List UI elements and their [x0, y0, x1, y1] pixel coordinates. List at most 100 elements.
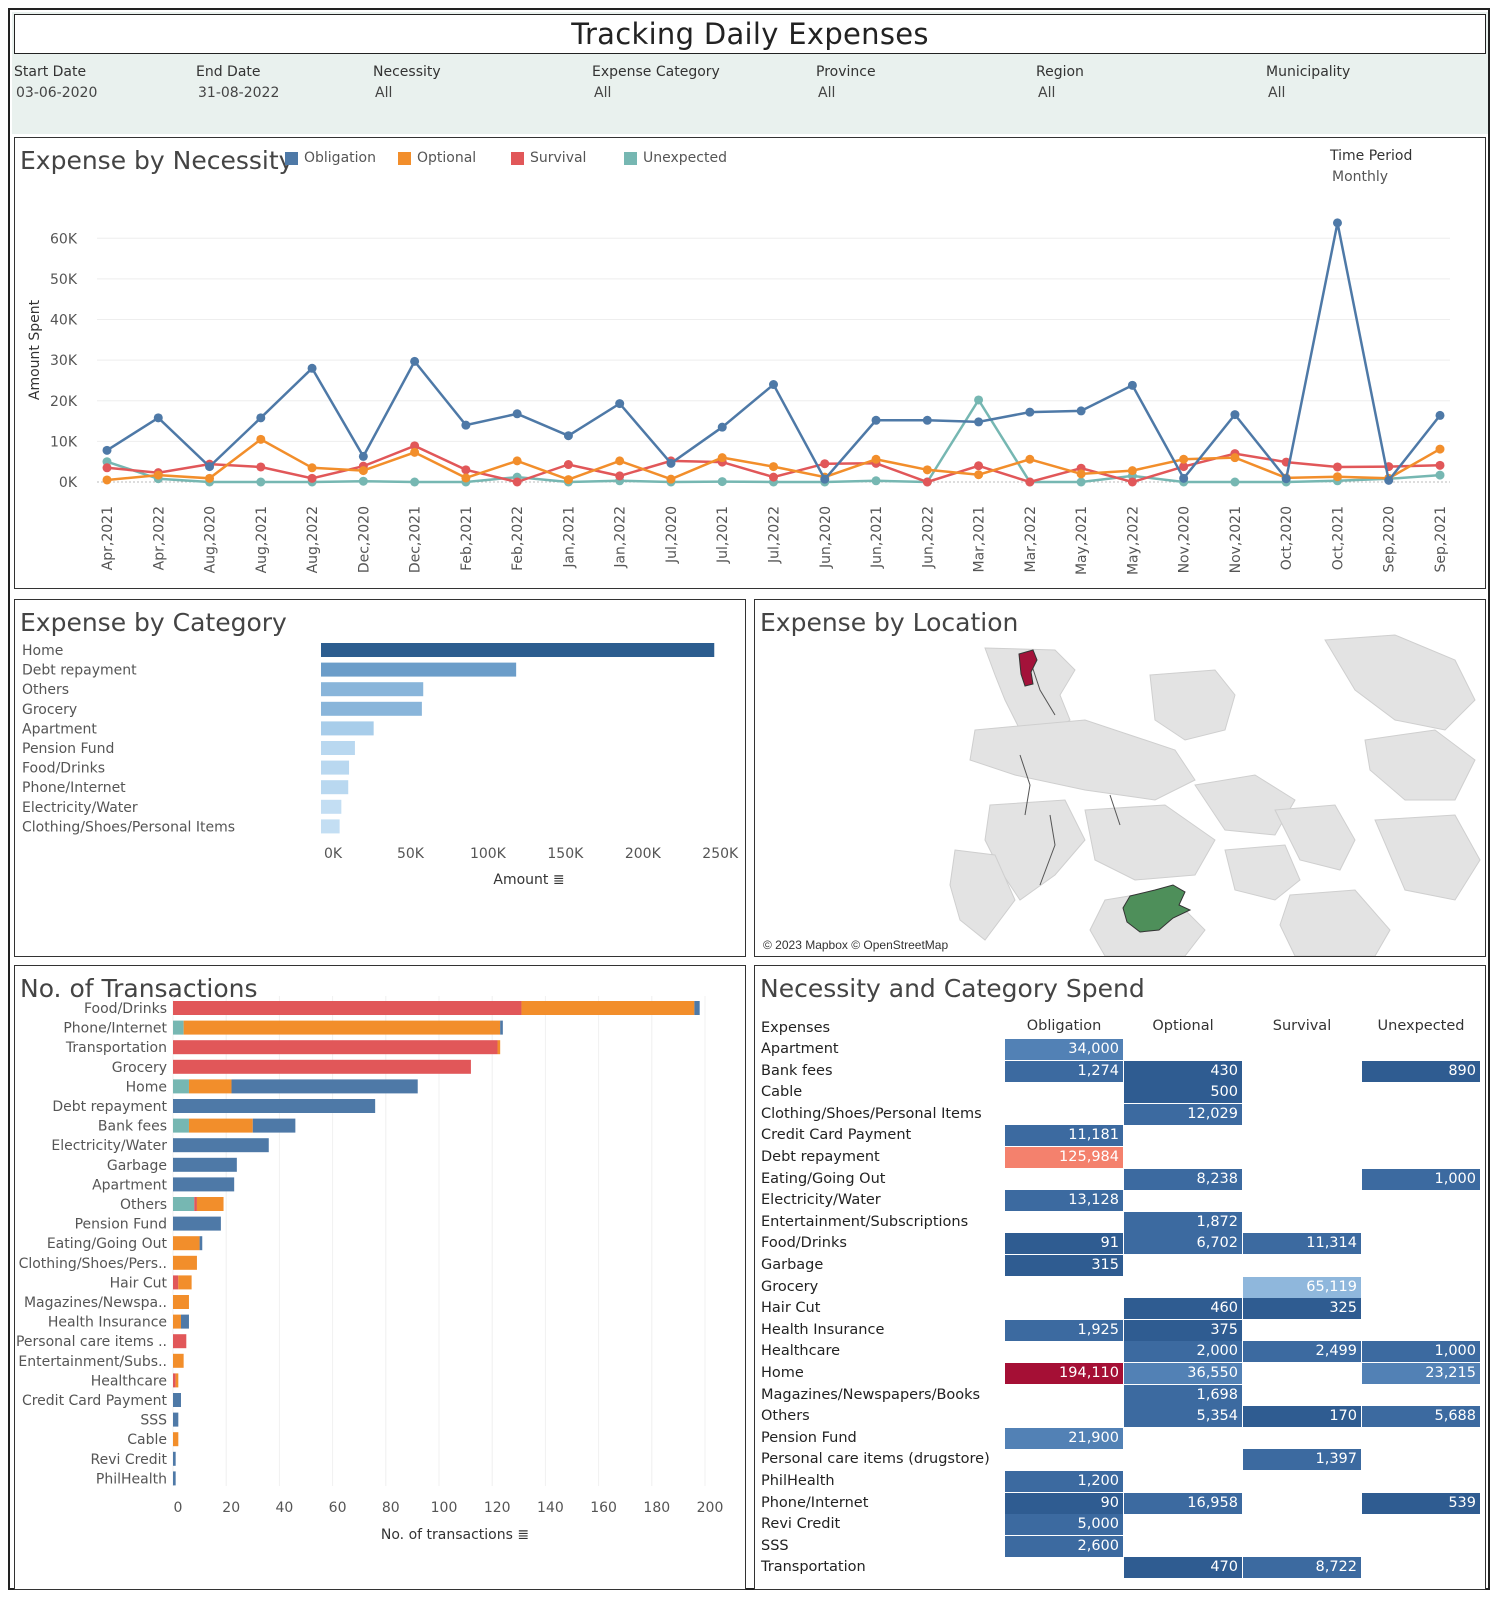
filter-province[interactable]: Province All	[816, 64, 876, 101]
heatmap-cell[interactable]: 2,000	[1124, 1341, 1242, 1363]
filter-value[interactable]: All	[594, 85, 612, 101]
heatmap-cell[interactable]: 11,181	[1005, 1125, 1123, 1147]
category-bar	[321, 662, 517, 677]
filter-value[interactable]: All	[1038, 85, 1056, 101]
heatmap-col-header-survival[interactable]: Survival	[1272, 1018, 1332, 1034]
map-attribution[interactable]: © 2023 Mapbox © OpenStreetMap	[763, 938, 949, 952]
transaction-category-label: Electricity/Water	[51, 1138, 167, 1154]
heatmap-row-label: Phone/Internet	[761, 1494, 869, 1511]
heatmap-cell[interactable]: 460	[1124, 1298, 1242, 1320]
heatmap-cell[interactable]: 34,000	[1005, 1039, 1123, 1060]
heatmap-cell[interactable]: 65,119	[1243, 1276, 1361, 1298]
filter-value[interactable]: All	[375, 85, 393, 101]
heatmap-cell[interactable]: 5,688	[1362, 1406, 1480, 1428]
data-point-unexpected	[1435, 470, 1445, 480]
y-tick-label: 50K	[50, 272, 78, 288]
filter-value[interactable]: 31-08-2022	[198, 85, 280, 101]
heatmap-cell[interactable]: 170	[1243, 1406, 1361, 1428]
heatmap-cell[interactable]: 1,000	[1362, 1168, 1480, 1190]
heatmap-cell[interactable]: 5,354	[1124, 1406, 1242, 1428]
heatmap-col-header-optional[interactable]: Optional	[1152, 1018, 1214, 1034]
category-panel-title: Expense by Category	[20, 608, 287, 637]
map-landmass	[1084, 804, 1216, 881]
heatmap-cell[interactable]: 13,128	[1005, 1190, 1123, 1212]
heatmap-cell[interactable]: 1,000	[1362, 1341, 1480, 1363]
heatmap-cell[interactable]: 2,499	[1243, 1341, 1361, 1363]
data-point-optional	[512, 456, 522, 466]
heatmap-cell[interactable]: 1,200	[1005, 1471, 1123, 1492]
heatmap-cell[interactable]: 91	[1005, 1233, 1123, 1255]
transaction-bar-obligation	[173, 1157, 237, 1172]
heatmap-cell[interactable]: 1,925	[1005, 1319, 1123, 1341]
filter-end-date[interactable]: End Date 31-08-2022	[196, 64, 279, 101]
heatmap-cell[interactable]: 375	[1124, 1319, 1242, 1341]
heatmap-cell[interactable]: 1,397	[1243, 1449, 1361, 1471]
filter-municipality[interactable]: Municipality All	[1266, 64, 1350, 101]
heatmap-cell[interactable]: 194,110	[1005, 1363, 1123, 1384]
filter-necessity[interactable]: Necessity All	[373, 64, 441, 101]
heatmap-cell[interactable]: 1,872	[1124, 1211, 1242, 1233]
legend-item-obligation[interactable]: Obligation	[285, 150, 376, 166]
x-tick-label: Jul,2020	[664, 506, 680, 564]
data-point-optional	[1025, 454, 1035, 464]
time-period-select[interactable]: Monthly	[1332, 169, 1389, 185]
heatmap-cell[interactable]: 36,550	[1124, 1363, 1242, 1384]
transaction-bar-obligation	[173, 1138, 269, 1153]
heatmap-cell[interactable]: 2,600	[1005, 1535, 1123, 1557]
filter-value[interactable]: 03-06-2020	[16, 85, 98, 101]
map-region-highlight-red	[1018, 649, 1038, 687]
category-bar	[321, 643, 715, 657]
heatmap-cell[interactable]: 325	[1243, 1298, 1361, 1320]
heatmap-panel-title: Necessity and Category Spend	[760, 974, 1145, 1003]
heatmap-row: Apartment 34,000	[755, 1039, 1480, 1061]
data-point-survival	[769, 472, 778, 482]
filter-expense-category[interactable]: Expense Category All	[592, 64, 720, 101]
heatmap-cell[interactable]: 1,274	[1005, 1060, 1123, 1082]
data-point-optional	[1230, 453, 1240, 463]
heatmap-cell[interactable]: 315	[1005, 1255, 1123, 1276]
filter-value[interactable]: All	[1268, 85, 1286, 101]
heatmap-cell[interactable]: 12,029	[1124, 1103, 1242, 1125]
transactions-bar-chart[interactable]: 0 20 40 60 80 100 120 140 160 180 200 No. of transa…	[15, 966, 745, 1589]
legend-item-unexpected[interactable]: Unexpected	[624, 150, 727, 166]
heatmap-cell[interactable]: 890	[1362, 1060, 1480, 1082]
heatmap-row-label: Others	[761, 1408, 810, 1425]
heatmap-cell[interactable]: 16,958	[1124, 1492, 1242, 1514]
filter-value[interactable]: All	[818, 85, 836, 101]
heatmap-row-label: Personal care items (drugstore)	[761, 1451, 990, 1468]
dashboard-frame	[8, 8, 1490, 1590]
heatmap-cell[interactable]: 6,702	[1124, 1233, 1242, 1255]
transaction-category-label: Food/Drinks	[84, 1001, 167, 1017]
filter-region[interactable]: Region All	[1036, 64, 1084, 101]
data-point-optional	[769, 462, 778, 472]
transaction-category-label: SSS	[140, 1413, 167, 1429]
legend-item-survival[interactable]: Survival	[511, 150, 586, 166]
heatmap-col-header-obligation[interactable]: Obligation	[1026, 1018, 1102, 1034]
transaction-bar-survival	[194, 1197, 197, 1211]
necessity-line-chart[interactable]: 0K 10K 20K 30K 40K 50K 60K Amount Spent Apr,2021…	[15, 138, 1485, 588]
filter-start-date[interactable]: Start Date 03-06-2020	[14, 64, 97, 101]
heatmap-cell[interactable]: 8,722	[1243, 1557, 1361, 1579]
heatmap-cell[interactable]: 8,238	[1124, 1168, 1242, 1190]
heatmap-cell[interactable]: 23,215	[1362, 1363, 1480, 1384]
x-tick-label: Apr,2021	[100, 506, 116, 570]
heatmap-cell[interactable]: 500	[1124, 1082, 1242, 1104]
legend-swatch	[511, 151, 524, 165]
heatmap-cell[interactable]: 90	[1005, 1492, 1123, 1514]
x-tick-label: Dec,2020	[356, 506, 372, 573]
heatmap-cell[interactable]: 11,314	[1243, 1233, 1361, 1255]
heatmap-cell[interactable]: 470	[1124, 1557, 1242, 1579]
heatmap-cell[interactable]: 21,900	[1005, 1427, 1123, 1449]
data-point-obligation	[205, 462, 215, 472]
heatmap-cell[interactable]: 430	[1124, 1060, 1242, 1082]
transaction-category-label: Hair Cut	[110, 1275, 168, 1291]
location-map[interactable]	[755, 600, 1485, 956]
heatmap-cell[interactable]: 1,698	[1124, 1384, 1242, 1406]
heatmap-cell[interactable]: 5,000	[1005, 1514, 1123, 1536]
x-tick-label: Nov,2020	[1177, 506, 1193, 573]
legend-item-optional[interactable]: Optional	[398, 150, 476, 166]
heatmap-col-header-unexpected[interactable]: Unexpected	[1377, 1018, 1465, 1034]
category-bar-chart[interactable]: Home Debt repayment Others Grocery Apartment…	[15, 600, 745, 956]
heatmap-cell[interactable]: 125,984	[1005, 1147, 1123, 1168]
heatmap-cell[interactable]: 539	[1362, 1492, 1480, 1514]
